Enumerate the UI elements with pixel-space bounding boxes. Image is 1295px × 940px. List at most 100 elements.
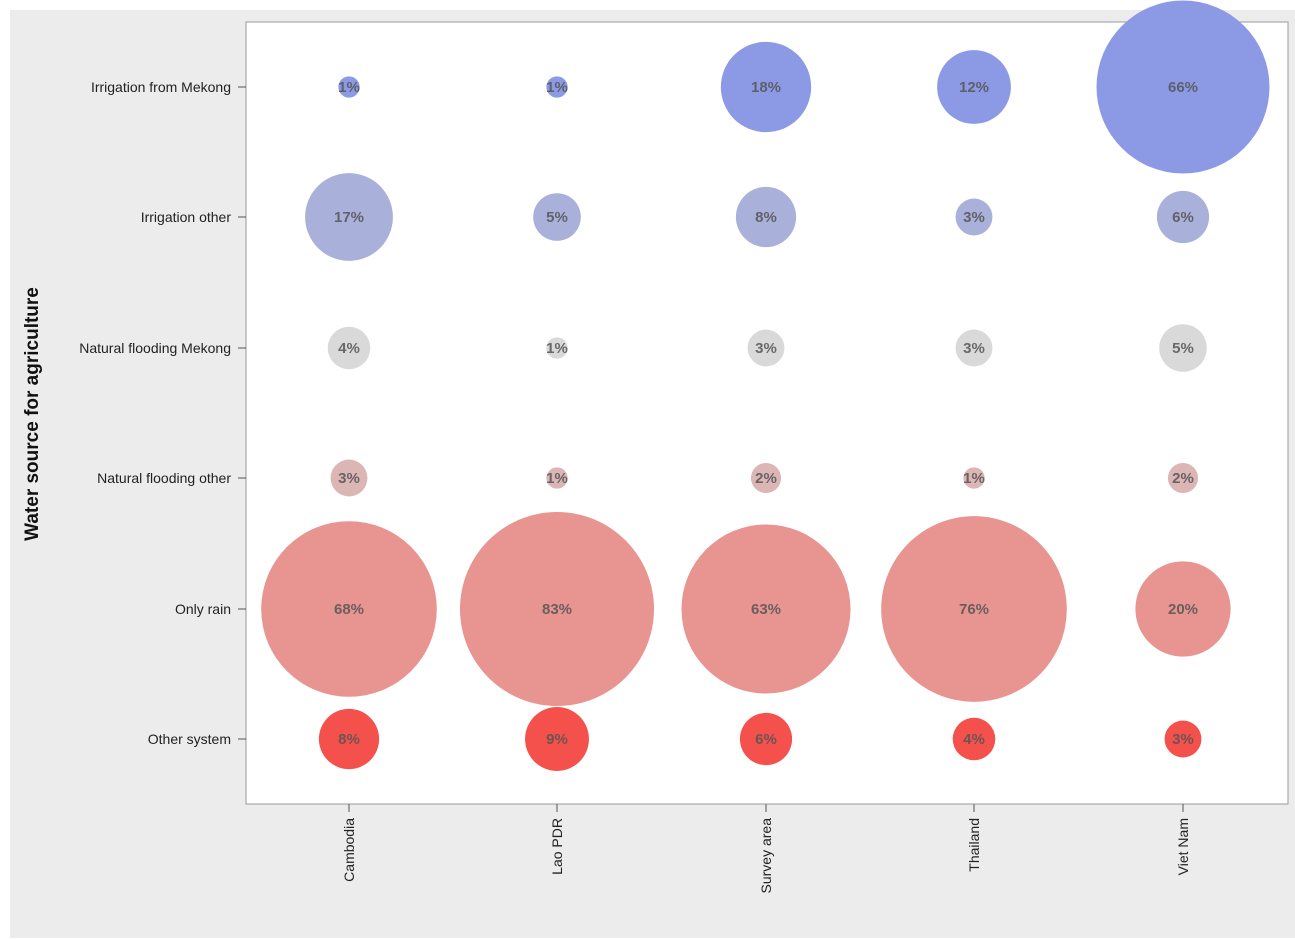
x-tick-label: Cambodia xyxy=(341,818,357,882)
data-label: 5% xyxy=(1172,340,1194,357)
bubble-circle xyxy=(1164,720,1202,758)
data-label: 4% xyxy=(338,340,360,357)
bubble: 2% xyxy=(750,462,782,494)
bubble-circle xyxy=(739,712,793,766)
bubble-circle xyxy=(533,193,581,241)
bubble: 3% xyxy=(955,329,993,367)
bubble-circle xyxy=(735,186,797,248)
bubble-circle xyxy=(747,329,785,367)
bubble-circle xyxy=(1167,462,1199,494)
bubble: 1% xyxy=(546,76,568,98)
bubble-circle xyxy=(720,41,812,133)
y-tick-label: Other system xyxy=(148,731,231,747)
data-label: 8% xyxy=(338,731,360,748)
bubble-circle xyxy=(460,512,654,706)
bubble-circle xyxy=(750,462,782,494)
bubble: 8% xyxy=(735,186,797,248)
bubble-circle xyxy=(881,516,1067,702)
bubble: 3% xyxy=(747,329,785,367)
bubble-circle xyxy=(330,459,368,497)
data-label: 8% xyxy=(755,209,777,226)
bubble: 1% xyxy=(963,467,985,489)
data-label: 3% xyxy=(963,340,985,357)
y-axis-title: Water source for agriculture xyxy=(22,287,43,541)
bubble: 12% xyxy=(937,50,1011,124)
bubble-circle xyxy=(261,521,437,697)
bubbles: 1% 1% 18% 12% 66% 17% 5% 8% 3% 6% 4% 1% 3% 3% 5% 3% 1% 2%… xyxy=(261,0,1270,771)
data-label: 3% xyxy=(338,470,360,487)
bubble: 18% xyxy=(720,41,812,133)
x-tick-label: Lao PDR xyxy=(549,818,565,875)
data-label: 3% xyxy=(1172,731,1194,748)
bubble: 3% xyxy=(330,459,368,497)
x-tick-label: Thailand xyxy=(966,818,982,872)
bubble-circle xyxy=(338,76,360,98)
data-label: 63% xyxy=(751,601,781,618)
data-label: 1% xyxy=(338,79,360,96)
bubble-circle xyxy=(546,76,568,98)
data-label: 17% xyxy=(334,209,364,226)
data-label: 1% xyxy=(546,79,568,96)
data-label: 20% xyxy=(1168,601,1198,618)
data-label: 76% xyxy=(959,601,989,618)
data-label: 12% xyxy=(959,79,989,96)
bubble-circle xyxy=(1156,190,1210,244)
bubble: 6% xyxy=(739,712,793,766)
data-label: 1% xyxy=(546,470,568,487)
bubble: 9% xyxy=(525,707,589,771)
x-tick-label: Survey area xyxy=(758,818,774,894)
data-label: 2% xyxy=(1172,470,1194,487)
bubble: 76% xyxy=(881,516,1067,702)
bubble: 1% xyxy=(546,337,568,359)
data-label: 18% xyxy=(751,79,781,96)
bubble-circle xyxy=(955,329,993,367)
y-tick-label: Only rain xyxy=(175,601,231,617)
bubble: 66% xyxy=(1096,0,1270,174)
bubble-circle xyxy=(955,198,993,236)
bubble: 68% xyxy=(261,521,437,697)
x-tick-label: Viet Nam xyxy=(1175,818,1191,875)
bubble-circle xyxy=(1159,324,1207,372)
data-label: 3% xyxy=(755,340,777,357)
bubble: 4% xyxy=(952,717,996,761)
data-label: 1% xyxy=(963,470,985,487)
bubble: 63% xyxy=(681,524,851,694)
data-label: 66% xyxy=(1168,79,1198,96)
y-tick-label: Natural flooding other xyxy=(97,470,231,486)
bubble: 83% xyxy=(460,512,654,706)
bubble: 3% xyxy=(955,198,993,236)
y-axis: Irrigation from Mekong Irrigation other Na… xyxy=(79,79,246,747)
bubble-circle xyxy=(546,337,568,359)
data-label: 1% xyxy=(546,340,568,357)
data-label: 9% xyxy=(546,731,568,748)
y-tick-label: Irrigation from Mekong xyxy=(91,79,231,95)
bubble: 8% xyxy=(318,708,380,770)
bubble-circle xyxy=(1135,561,1231,657)
bubble-circle xyxy=(525,707,589,771)
bubble-circle xyxy=(963,467,985,489)
bubble: 2% xyxy=(1167,462,1199,494)
bubble: 1% xyxy=(338,76,360,98)
bubble: 20% xyxy=(1135,561,1231,657)
bubble: 5% xyxy=(1159,324,1207,372)
data-label: 5% xyxy=(546,209,568,226)
bubble-circle xyxy=(681,524,851,694)
bubble: 4% xyxy=(327,326,371,370)
bubble-circle xyxy=(1096,0,1270,174)
bubble: 17% xyxy=(305,173,393,261)
y-tick-label: Natural flooding Mekong xyxy=(79,340,231,356)
bubble-circle xyxy=(952,717,996,761)
bubble-circle xyxy=(937,50,1011,124)
data-label: 2% xyxy=(755,470,777,487)
data-label: 68% xyxy=(334,601,364,618)
bubble-circle xyxy=(318,708,380,770)
data-label: 3% xyxy=(963,209,985,226)
x-axis: Cambodia Lao PDR Survey area Thailand Viet N… xyxy=(341,804,1191,893)
data-label: 6% xyxy=(755,731,777,748)
bubble-circle xyxy=(546,467,568,489)
bubble-circle xyxy=(305,173,393,261)
bubble: 5% xyxy=(533,193,581,241)
data-label: 83% xyxy=(542,601,572,618)
bubble-circle xyxy=(327,326,371,370)
